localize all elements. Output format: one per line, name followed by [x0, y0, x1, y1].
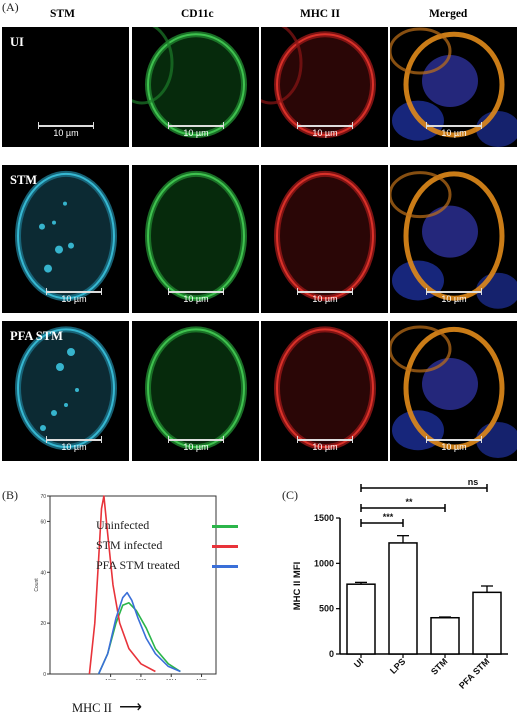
bar-stm: [430, 616, 460, 655]
image-stm-merged: 10 µm: [390, 165, 517, 313]
scale-bar-label: 10 µm: [183, 294, 209, 304]
image-stm-stm: STM 10 µm: [2, 165, 129, 313]
legend-swatch-stm-infected: [212, 545, 238, 548]
y-tick-label: 20: [40, 621, 46, 627]
scale-bar-label: 10 µm: [312, 294, 338, 304]
scale-bar-label: 10 µm: [441, 294, 467, 304]
image-ui-mhcii: 10 µm: [261, 27, 388, 147]
significance-label: ***: [383, 512, 394, 522]
row-label: STM: [10, 173, 38, 187]
y-tick-label: 1500: [314, 513, 334, 523]
y-tick-label: 0: [43, 672, 46, 678]
legend-uninfected: Uninfected: [96, 518, 150, 532]
panel-a-label: (A): [2, 0, 19, 14]
bar-pfa-stm: [472, 591, 502, 655]
scale-bar: [426, 436, 482, 442]
bar-ui: [346, 583, 376, 655]
scale-bar: [426, 288, 482, 294]
y-tick-label: 40: [40, 570, 46, 576]
bar-lps: [388, 542, 418, 655]
row-label: UI: [10, 35, 24, 49]
scale-bar-label: 10 µm: [53, 128, 79, 138]
image-stm-cd11c: 10 µm: [132, 165, 259, 313]
scale-bar: [297, 288, 353, 294]
y-tick-label: 70: [40, 494, 46, 500]
image-ui-merged: 10 µm: [390, 27, 517, 147]
header-cd11c: CD11c: [181, 8, 214, 20]
scale-bar-label: 10 µm: [183, 442, 209, 452]
header-mhcii: MHC II: [300, 8, 340, 20]
y-tick-label: 0: [329, 649, 334, 659]
scale-bar: [297, 122, 353, 128]
y-axis-label: MHC II MFI: [292, 562, 303, 611]
image-pfa-stm-mhcii: 10 µm: [261, 321, 388, 461]
histogram-legend: Uninfected STM infected PFA STM treated: [96, 518, 246, 578]
y-tick-label: 1000: [314, 558, 334, 568]
scale-bar: [46, 288, 102, 294]
scale-bar-label: 10 µm: [312, 442, 338, 452]
y-tick-label: 60: [40, 519, 46, 525]
x-tick-label: UI: [352, 656, 365, 669]
y-tick-label: 500: [319, 604, 334, 614]
series-stm-infected: [88, 495, 156, 675]
x-tick-label: PFA STM: [457, 656, 491, 690]
header-merged: Merged: [429, 8, 468, 20]
scale-bar: [38, 122, 94, 128]
histogram-chart: 0 20 40 60 70 Count 10^2 10^3 10^4 10^5: [34, 494, 217, 680]
scale-bar-label: 10 µm: [312, 128, 338, 138]
scale-bar: [297, 436, 353, 442]
x-tick-label: 10^3: [136, 679, 147, 680]
right-arrow-icon: ⟶: [119, 699, 142, 716]
image-stm-mhcii: 10 µm: [261, 165, 388, 313]
image-pfa-stm-merged: 10 µm: [390, 321, 517, 461]
scale-bar: [168, 436, 224, 442]
panel-c-label: (C): [282, 488, 298, 502]
significance-label: **: [405, 497, 413, 507]
scale-bar: [46, 436, 102, 442]
scale-bar-label: 10 µm: [441, 128, 467, 138]
legend-pfa-stm: PFA STM treated: [96, 558, 180, 572]
scale-bar-label: 10 µm: [61, 442, 87, 452]
image-ui-stm: UI 10 µm: [2, 27, 129, 147]
x-tick-label: 10^2: [105, 679, 116, 680]
scale-bar: [168, 122, 224, 128]
histogram-frame: [49, 495, 217, 675]
scale-bar: [168, 288, 224, 294]
legend-stm-infected: STM infected: [96, 538, 163, 552]
x-tick-label: 10^5: [196, 679, 207, 680]
histogram-xlabel: MHC II ⟶: [72, 699, 142, 716]
x-tick-label: STM: [429, 656, 450, 677]
image-pfa-stm-stm: PFA STM 10 µm: [2, 321, 129, 461]
image-pfa-stm-cd11c: 10 µm: [132, 321, 259, 461]
legend-swatch-pfa-stm: [212, 565, 238, 568]
scale-bar-label: 10 µm: [61, 294, 87, 304]
series-pfa-stm-treated: [97, 591, 181, 675]
x-tick-label: 10^4: [166, 679, 177, 680]
image-ui-cd11c: 10 µm: [132, 27, 259, 147]
row-label: PFA STM: [10, 329, 63, 343]
y-axis-label: Count: [34, 578, 40, 592]
panel-b-label: (B): [2, 488, 18, 502]
legend-swatch-uninfected: [212, 525, 238, 528]
x-tick-label: LPS: [388, 656, 407, 675]
header-stm: STM: [50, 8, 75, 20]
scale-bar-label: 10 µm: [441, 442, 467, 452]
scale-bar: [426, 122, 482, 128]
significance-label: ns: [468, 478, 479, 487]
scale-bar-label: 10 µm: [183, 128, 209, 138]
